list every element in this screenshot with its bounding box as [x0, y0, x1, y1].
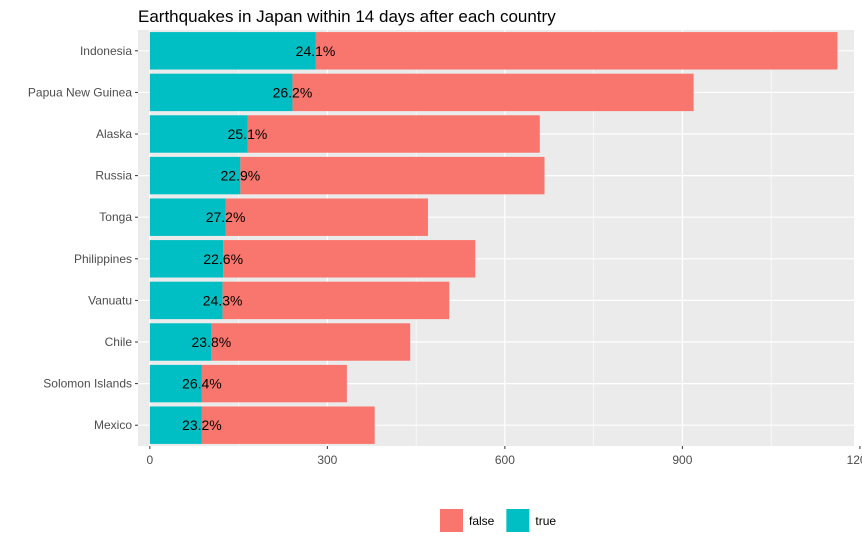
data-label: 26.2%	[273, 84, 313, 100]
legend: false true	[440, 509, 556, 532]
bar-false	[292, 73, 694, 112]
bar-true	[149, 406, 202, 444]
bar-true	[149, 364, 202, 403]
bar-false	[315, 32, 838, 70]
bar-true	[149, 198, 226, 236]
y-tick-label: Tonga	[99, 210, 132, 224]
data-label: 23.2%	[182, 417, 222, 433]
x-tick-label: 300	[317, 453, 337, 467]
bar-false	[222, 281, 450, 320]
data-label: 22.6%	[203, 251, 243, 267]
bar-false	[247, 115, 540, 153]
bar-false	[240, 156, 545, 195]
data-label: 24.1%	[296, 43, 336, 59]
bar-false	[201, 406, 375, 444]
bar-true	[149, 156, 241, 195]
bar-false	[225, 198, 428, 236]
bar-true	[149, 115, 248, 153]
data-label: 25.1%	[228, 126, 268, 142]
x-axis: 0 300 600 900 1200	[146, 446, 862, 467]
y-tick-label: Solomon Islands	[43, 377, 132, 391]
bars	[149, 32, 838, 444]
x-tick-label: 600	[495, 453, 515, 467]
legend-label-false: false	[469, 514, 495, 528]
y-tick-label: Indonesia	[80, 44, 132, 58]
y-tick-label: Philippines	[74, 252, 132, 266]
x-tick-label: 900	[672, 453, 692, 467]
data-label: 24.3%	[203, 292, 243, 308]
legend-key-false	[440, 509, 463, 532]
x-tick-label: 1200	[847, 453, 862, 467]
bar-true	[149, 240, 224, 278]
bar-true	[149, 281, 223, 320]
data-label: 26.4%	[182, 376, 222, 392]
data-label: 22.9%	[221, 168, 261, 184]
bar-false	[211, 323, 411, 361]
bar-true	[149, 323, 212, 361]
bar-false	[223, 240, 476, 278]
y-tick-label: Chile	[105, 335, 133, 349]
y-axis: Indonesia Papua New Guinea Alaska Russia Ton…	[28, 44, 138, 432]
y-tick-label: Alaska	[96, 127, 132, 141]
x-tick-label: 0	[146, 453, 153, 467]
data-label: 23.8%	[192, 334, 232, 350]
y-tick-label: Papua New Guinea	[28, 85, 132, 99]
y-tick-label: Russia	[95, 169, 132, 183]
data-label: 27.2%	[206, 209, 246, 225]
bar-true	[149, 32, 316, 70]
legend-key-true	[506, 509, 530, 532]
y-tick-label: Mexico	[94, 418, 132, 432]
y-tick-label: Vanuatu	[88, 293, 132, 307]
bar-true	[149, 73, 293, 112]
data-labels: 24.1% 26.2% 25.1% 22.9% 27.2% 22.6% 24.3% 23.8%…	[182, 43, 335, 433]
chart-title: Earthquakes in Japan within 14 days afte…	[138, 7, 556, 26]
bar-false	[201, 364, 347, 403]
legend-label-true: true	[535, 514, 556, 528]
